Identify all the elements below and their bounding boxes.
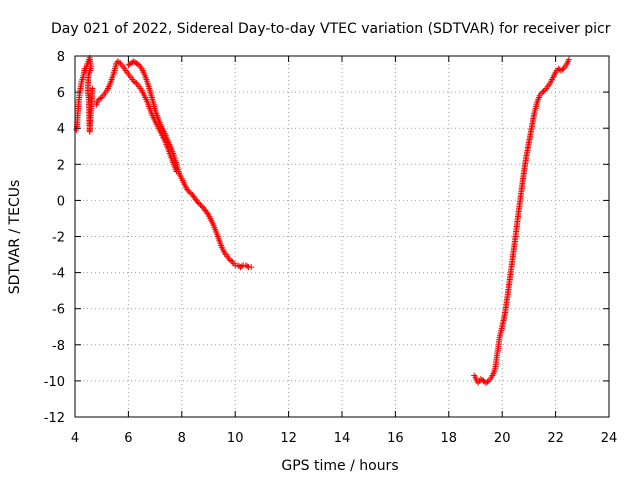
y-tick-label: -8 (52, 339, 65, 354)
data-point-dense (559, 66, 566, 73)
data-point-dense (134, 61, 141, 68)
y-tick-label: -6 (52, 303, 65, 318)
chart-title: Day 021 of 2022, Sidereal Day-to-day VTE… (51, 21, 611, 37)
x-tick-label: 12 (280, 431, 297, 446)
x-tick-label: 10 (227, 431, 244, 446)
data-point (248, 264, 255, 271)
data-point (184, 186, 191, 193)
data-point-dense (185, 187, 192, 194)
data-point-dense (97, 95, 104, 102)
x-tick-label: 8 (178, 431, 186, 446)
data-point-dense (196, 200, 203, 207)
data-points (73, 54, 572, 386)
data-point-dense (186, 189, 193, 196)
data-point-dense (238, 263, 245, 270)
data-point-dense (228, 257, 235, 264)
y-tick-label: 4 (57, 122, 65, 137)
x-axis-label: GPS time / hours (281, 458, 398, 474)
data-point-dense (197, 201, 204, 208)
data-point-dense (132, 79, 139, 86)
data-point-dense (484, 378, 491, 385)
y-axis-label: SDTVAR / TECUs (7, 180, 23, 295)
y-tick-label: 8 (57, 50, 65, 65)
data-point-dense (244, 263, 251, 270)
x-axis-ticks: 4 6 8 10 12 14 16 18 20 22 24 (71, 56, 617, 446)
y-tick-label: 2 (57, 158, 65, 173)
y-tick-label: -4 (52, 267, 65, 282)
x-tick-label: 14 (334, 431, 351, 446)
data-point-dense (116, 59, 123, 66)
x-tick-label: 20 (494, 431, 511, 446)
y-tick-label: -2 (52, 231, 65, 246)
y-tick-label: -10 (44, 375, 65, 390)
data-point-dense (540, 88, 547, 95)
data-point-dense (204, 210, 211, 217)
y-tick-label: -12 (44, 411, 65, 426)
data-point (565, 56, 572, 63)
data-point (194, 199, 201, 206)
data-point (89, 85, 96, 92)
x-tick-label: 24 (601, 431, 618, 446)
y-tick-label: 0 (57, 194, 65, 209)
x-tick-label: 4 (71, 431, 79, 446)
x-tick-label: 22 (547, 431, 564, 446)
x-tick-label: 16 (387, 431, 404, 446)
y-axis-ticks: 8 6 4 2 0 -2 -4 -6 -8 -10 -12 (44, 50, 609, 426)
x-tick-label: 18 (441, 431, 458, 446)
x-tick-label: 6 (124, 431, 132, 446)
y-tick-label: 6 (57, 86, 65, 101)
